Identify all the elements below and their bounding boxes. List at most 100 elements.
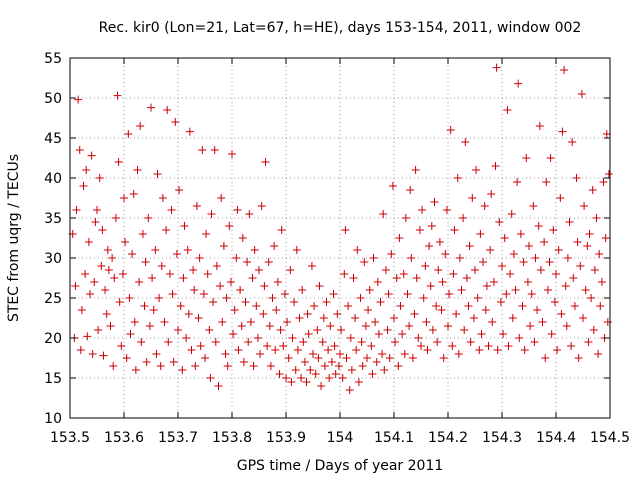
data-point <box>412 274 421 282</box>
data-point <box>465 242 474 250</box>
data-point <box>502 290 511 298</box>
data-point <box>313 326 322 334</box>
data-point <box>435 238 444 246</box>
data-point <box>324 346 333 354</box>
data-point <box>535 122 544 130</box>
data-point <box>411 166 420 174</box>
data-point <box>103 246 112 254</box>
data-point <box>117 342 126 350</box>
data-point <box>466 338 475 346</box>
data-point <box>421 262 430 270</box>
data-point <box>317 382 326 390</box>
data-point <box>169 358 178 366</box>
data-point <box>579 314 587 322</box>
data-point <box>129 190 138 198</box>
data-point <box>234 346 243 354</box>
data-point <box>304 330 313 338</box>
x-tick-label: 154.4 <box>536 430 576 446</box>
data-point <box>95 174 104 182</box>
data-point <box>290 298 299 306</box>
data-point <box>368 370 377 378</box>
data-point <box>365 286 374 294</box>
data-point <box>342 354 351 362</box>
data-point <box>518 302 527 310</box>
x-tick-label: 154 <box>327 430 354 446</box>
data-point <box>179 274 188 282</box>
data-point <box>302 378 311 386</box>
data-point <box>263 342 272 350</box>
data-point <box>241 298 250 306</box>
y-axis-label: STEC from uqrg / TECUs <box>6 154 22 322</box>
data-point <box>344 302 353 310</box>
data-point <box>225 222 234 230</box>
data-point <box>237 322 246 330</box>
data-point <box>138 230 147 238</box>
data-point <box>320 362 329 370</box>
data-point <box>104 266 113 274</box>
data-point <box>554 246 563 254</box>
data-point <box>82 166 91 174</box>
data-point <box>457 286 466 294</box>
data-point <box>373 278 382 286</box>
data-point <box>155 294 164 302</box>
data-point <box>428 326 437 334</box>
data-point <box>315 282 324 290</box>
data-point <box>450 226 459 234</box>
data-point <box>422 318 431 326</box>
data-point <box>113 91 122 100</box>
data-point <box>168 290 177 298</box>
data-point <box>212 262 221 270</box>
axis-ticks <box>69 57 611 419</box>
data-point <box>379 210 388 218</box>
data-point <box>87 151 96 160</box>
data-point <box>246 318 255 326</box>
data-point <box>90 278 99 286</box>
data-point <box>540 238 549 246</box>
data-point <box>587 294 596 302</box>
data-point <box>108 254 117 262</box>
data-point <box>432 302 441 310</box>
data-point <box>493 346 502 354</box>
data-point <box>256 350 265 358</box>
x-tick-label: 153.6 <box>104 430 144 446</box>
data-point <box>594 350 603 358</box>
y-tick-label: 55 <box>44 51 62 67</box>
data-point <box>565 218 574 226</box>
data-point <box>459 214 468 222</box>
data-point <box>367 342 376 350</box>
data-point <box>306 366 315 374</box>
data-point <box>277 226 286 234</box>
data-point <box>266 362 275 370</box>
data-point <box>482 282 491 290</box>
data-point <box>448 342 457 350</box>
data-point <box>183 246 192 254</box>
data-point <box>541 354 550 362</box>
data-point <box>120 194 128 202</box>
data-point <box>156 362 165 370</box>
data-point <box>481 306 490 314</box>
data-point <box>176 302 185 310</box>
y-tick-labels: 10 15 20 25 30 35 40 45 50 55 <box>44 51 62 427</box>
data-point <box>360 258 369 266</box>
data-point <box>210 146 219 154</box>
data-point <box>552 270 560 278</box>
data-point <box>452 310 461 318</box>
grid-lines <box>70 58 610 418</box>
data-point <box>309 350 317 358</box>
data-point <box>286 266 295 274</box>
data-point <box>558 127 567 136</box>
data-point <box>585 230 594 238</box>
data-point <box>203 270 212 278</box>
data-point <box>400 350 409 358</box>
data-point <box>504 342 513 350</box>
data-point <box>151 246 160 254</box>
data-point <box>392 274 401 282</box>
data-point <box>221 350 230 358</box>
data-point <box>326 322 335 330</box>
data-point <box>596 302 605 310</box>
data-point <box>602 130 611 138</box>
data-point <box>574 354 583 362</box>
data-point <box>469 314 478 322</box>
data-point <box>222 294 231 302</box>
data-point <box>372 358 381 366</box>
